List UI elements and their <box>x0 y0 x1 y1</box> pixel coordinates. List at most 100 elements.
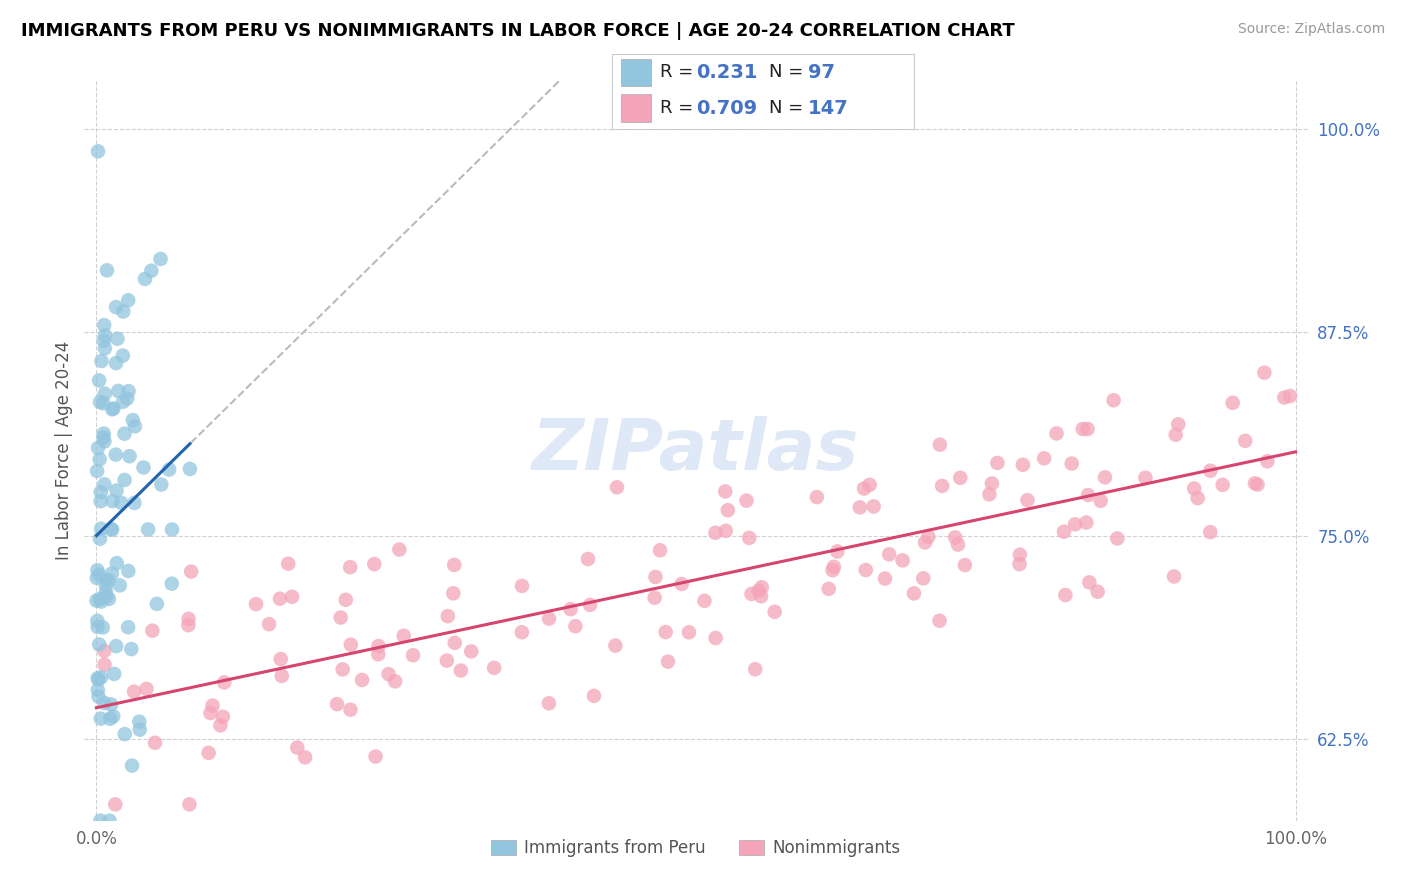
Point <box>93 334 115 348</box>
Point <box>93 318 115 332</box>
Point <box>1060 457 1083 471</box>
Point <box>332 662 354 676</box>
Point <box>1272 391 1295 405</box>
Point <box>460 644 482 658</box>
Point <box>124 496 146 510</box>
Text: R =: R = <box>659 99 699 117</box>
Point <box>94 328 117 343</box>
Point <box>87 673 110 687</box>
Point <box>121 758 143 772</box>
Point <box>94 341 117 355</box>
Point <box>101 566 124 581</box>
Point <box>693 594 716 608</box>
Point <box>917 530 939 544</box>
Point <box>108 578 131 592</box>
Point <box>648 543 671 558</box>
Point <box>979 487 1001 501</box>
Point <box>93 426 115 441</box>
Point <box>105 300 128 314</box>
Point <box>90 494 112 508</box>
Point <box>93 477 115 491</box>
Point <box>143 736 166 750</box>
Point <box>862 500 884 514</box>
Point <box>98 814 121 828</box>
Point <box>90 354 112 368</box>
Point <box>87 441 110 455</box>
Point <box>107 332 129 346</box>
Point <box>112 304 135 318</box>
Point <box>326 697 349 711</box>
Point <box>931 479 953 493</box>
Point <box>94 578 117 592</box>
Point <box>436 654 458 668</box>
Text: 147: 147 <box>808 99 849 118</box>
Point <box>98 712 121 726</box>
Point <box>90 670 112 684</box>
Point <box>103 401 125 416</box>
Point <box>121 413 143 427</box>
Point <box>714 524 737 538</box>
Point <box>89 592 111 607</box>
Bar <box>620 95 651 122</box>
Point <box>717 503 740 517</box>
Point <box>1077 422 1099 436</box>
Point <box>340 638 363 652</box>
Point <box>101 523 124 537</box>
Point <box>735 493 758 508</box>
Point <box>87 690 110 704</box>
Point <box>576 552 599 566</box>
Point <box>821 563 844 577</box>
Point <box>86 464 108 478</box>
Point <box>827 544 849 558</box>
Point <box>1008 557 1031 571</box>
Point <box>105 356 128 370</box>
Y-axis label: In Labor Force | Age 20-24: In Labor Force | Age 20-24 <box>55 341 73 560</box>
Point <box>644 570 666 584</box>
Point <box>128 714 150 729</box>
Point <box>90 712 112 726</box>
Point <box>367 648 389 662</box>
Point <box>714 484 737 499</box>
Point <box>135 681 157 696</box>
Point <box>270 652 292 666</box>
Point <box>606 480 628 494</box>
Point <box>91 620 114 634</box>
Point <box>96 573 118 587</box>
Point <box>117 384 139 399</box>
Point <box>912 571 935 585</box>
Point <box>86 593 108 607</box>
Point <box>285 740 308 755</box>
Point <box>1182 482 1205 496</box>
Point <box>877 547 900 561</box>
Point <box>124 419 146 434</box>
Point <box>806 490 828 504</box>
Point <box>335 592 357 607</box>
Point <box>100 522 122 536</box>
Point <box>1054 588 1077 602</box>
Point <box>1234 434 1257 448</box>
Bar <box>620 59 651 87</box>
Point <box>751 580 773 594</box>
Point <box>136 523 159 537</box>
Point <box>1199 464 1222 478</box>
Point <box>1212 478 1234 492</box>
Point <box>441 586 464 600</box>
Point <box>115 392 138 406</box>
Point <box>402 648 425 663</box>
Point <box>450 664 472 678</box>
Point <box>160 576 183 591</box>
Point <box>179 797 201 812</box>
Point <box>277 557 299 571</box>
Point <box>392 629 415 643</box>
Point <box>91 396 114 410</box>
Point <box>1064 517 1087 532</box>
Point <box>150 477 173 491</box>
Point <box>1078 575 1101 590</box>
Text: Source: ZipAtlas.com: Source: ZipAtlas.com <box>1237 22 1385 37</box>
Point <box>654 625 676 640</box>
Point <box>1167 417 1189 432</box>
Point <box>104 797 127 812</box>
Point <box>87 374 110 388</box>
Point <box>1094 470 1116 484</box>
Point <box>329 610 352 624</box>
